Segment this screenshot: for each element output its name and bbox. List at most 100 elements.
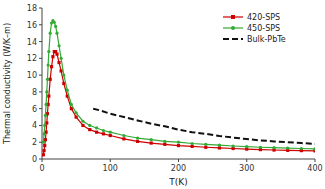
point [49,32,52,35]
point [272,146,275,149]
point [88,124,91,127]
point [47,63,50,66]
point [45,90,48,93]
point [66,89,69,92]
y-axis-line [42,8,43,159]
point [109,134,112,137]
point [81,124,84,127]
x-tick [246,159,247,162]
point [136,136,139,139]
series-line [43,52,315,155]
point [191,145,194,148]
point [300,147,303,150]
y-tick-label: 6 [32,105,37,114]
y-tick-label: 12 [27,54,37,63]
y-tick [39,75,42,76]
legend-label: 420-SPS [247,13,280,22]
point [51,55,54,58]
point [232,144,235,147]
point [88,128,91,131]
point [204,146,207,149]
point [70,103,73,106]
chart: 0100200300400024681012141618T(K)Thermal … [0,0,325,189]
point [95,126,98,129]
point [218,144,221,147]
y-tick [39,41,42,42]
point [55,32,58,35]
point [42,132,45,135]
y-tick-label: 8 [32,88,37,97]
point [122,137,125,140]
point [42,141,45,144]
x-tick [110,159,111,162]
point [60,69,63,72]
y-tick [39,91,42,92]
y-tick [39,125,42,126]
point [45,121,48,124]
point [57,61,60,64]
point [177,144,180,147]
point [75,111,78,114]
y-tick-label: 4 [32,121,37,130]
point [55,53,58,56]
y-tick-label: 10 [27,71,37,80]
point [60,57,63,60]
y-tick-label: 0 [32,155,37,164]
point [42,149,45,152]
point [150,141,153,144]
y-tick [39,8,42,9]
x-tick [315,159,316,162]
point [102,129,105,132]
y-tick-label: 16 [27,21,37,30]
x-tick-label: 300 [239,164,254,173]
point [122,134,125,137]
point [47,94,50,97]
x-tick-label: 0 [39,164,44,173]
y-tick [39,24,42,25]
point [50,65,53,68]
point [46,78,49,81]
x-tick-label: 400 [307,164,322,173]
y-tick [39,58,42,59]
point [44,138,47,141]
legend: 420-SPS 450-SPS Bulk-PbTe [223,13,286,44]
point [42,153,45,156]
point [53,21,56,24]
point [177,141,180,144]
point [286,146,289,149]
point [136,140,139,143]
x-axis-label: T(K) [168,177,187,187]
point [47,50,50,53]
x-tick-label: 200 [171,164,186,173]
point [102,132,105,135]
point [191,142,194,145]
legend-marker [231,15,235,19]
point [62,74,65,77]
point [163,140,166,143]
series-line [93,109,315,144]
y-tick-label: 18 [27,4,37,13]
legend-label: Bulk-PbTe [247,35,286,44]
y-tick [39,108,42,109]
y-tick-label: 2 [32,138,37,147]
legend-label: 450-SPS [247,24,280,33]
plot-area [42,19,315,156]
point [75,115,78,118]
point [54,25,57,28]
y-tick [39,159,42,160]
x-tick-label: 100 [103,164,118,173]
point [43,124,46,127]
point [313,147,315,150]
point [245,145,248,148]
point [57,44,60,47]
y-axis-label: Thermal conductivity (W/K–m) [3,23,12,145]
point [109,131,112,134]
point [259,146,262,149]
y-tick [39,142,42,143]
point [163,143,166,146]
point [43,144,46,147]
legend-swatch [223,38,243,40]
point [95,131,98,134]
series-line [43,21,315,149]
x-tick [178,159,179,162]
